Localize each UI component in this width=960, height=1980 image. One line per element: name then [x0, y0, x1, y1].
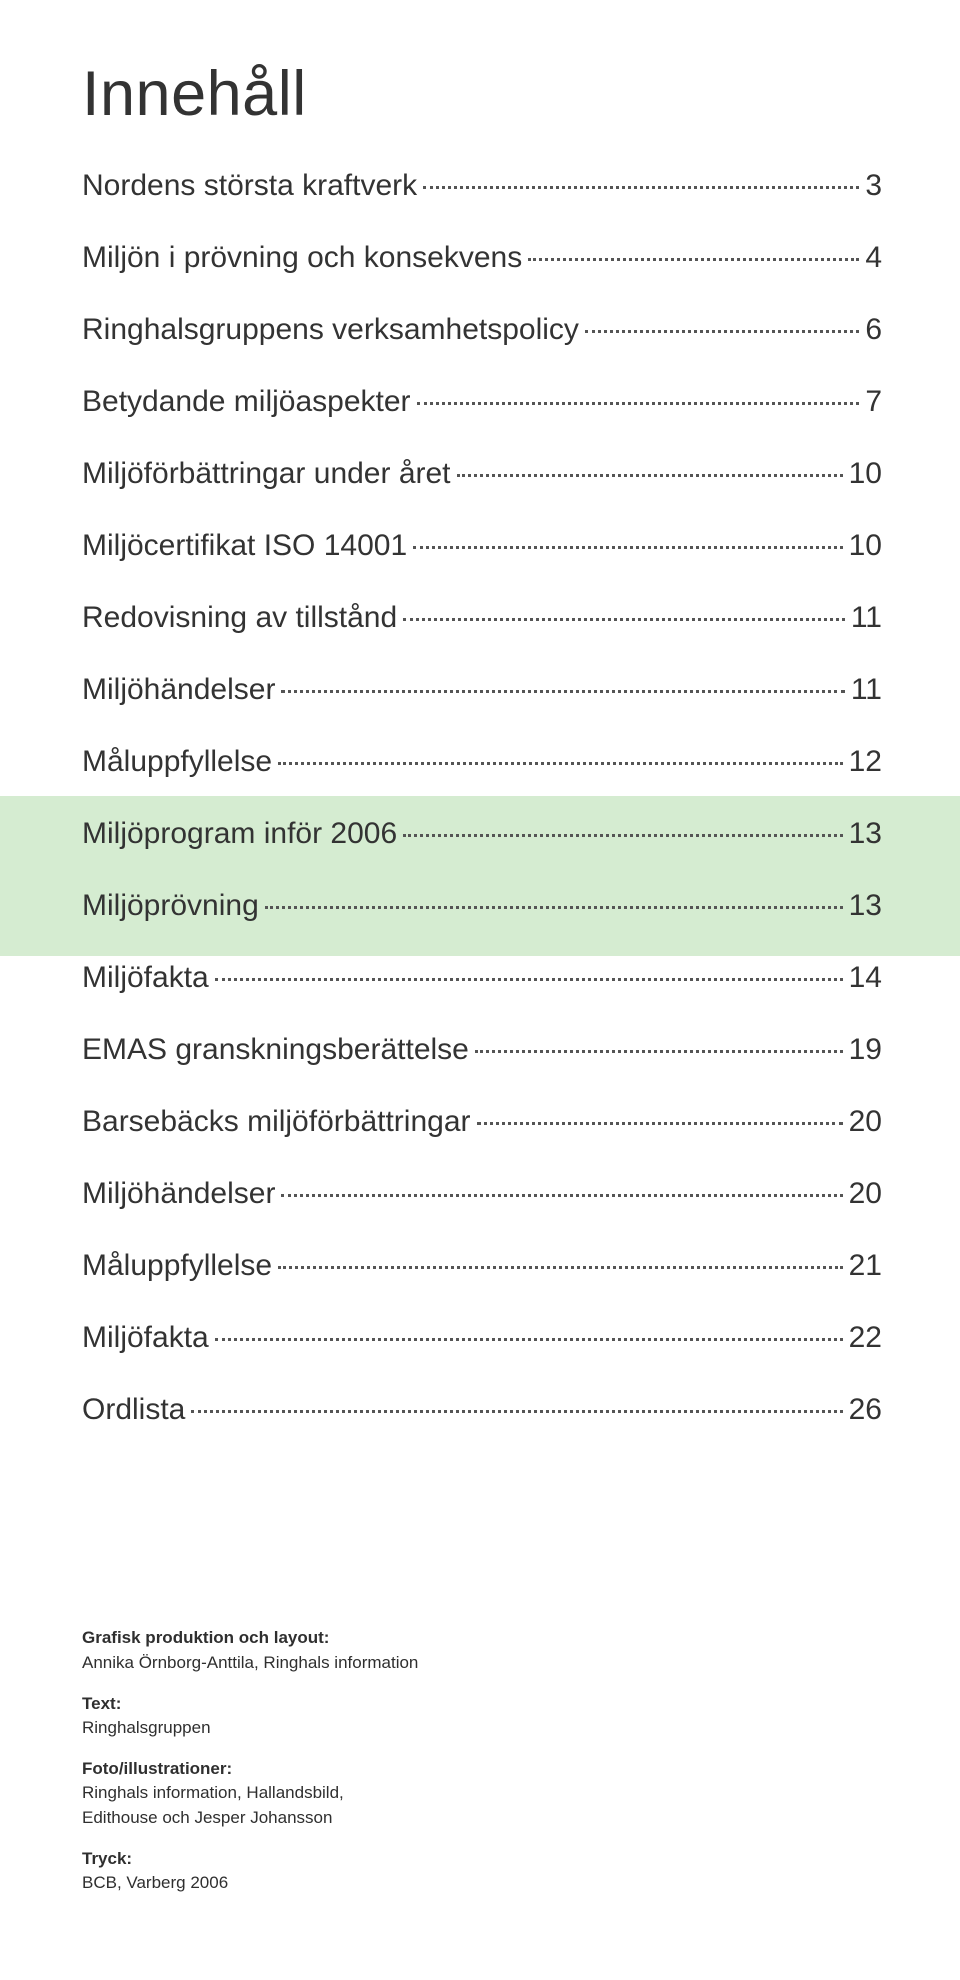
toc-leader-dots [457, 474, 843, 477]
toc-row: Miljöhändelser 11 [82, 672, 882, 708]
toc-leader-dots [528, 258, 859, 261]
toc-page-number: 3 [865, 168, 882, 204]
toc-row: Ordlista 26 [82, 1392, 882, 1428]
toc-row: Betydande miljöaspekter 7 [82, 384, 882, 420]
toc-page-number: 11 [851, 600, 882, 636]
toc-leader-dots [265, 906, 843, 909]
toc-row: Ringhalsgruppens verksamhetspolicy 6 [82, 312, 882, 348]
toc-page-number: 20 [849, 1176, 882, 1212]
toc-label: Miljöfakta [82, 1320, 209, 1356]
toc-page-number: 7 [865, 384, 882, 420]
toc-leader-dots [417, 402, 860, 405]
toc-leader-dots [585, 330, 859, 333]
toc-leader-dots [278, 1266, 843, 1269]
toc-page-number: 13 [849, 816, 882, 852]
toc-row: Miljöfakta 14 [82, 960, 882, 996]
credit-body: BCB, Varberg 2006 [82, 1871, 418, 1896]
toc-leader-dots [278, 762, 843, 765]
toc-leader-dots [403, 618, 845, 621]
toc-row: Måluppfyllelse 12 [82, 744, 882, 780]
toc-page-number: 10 [849, 456, 882, 492]
credit-heading: Grafisk produktion och layout: [82, 1626, 418, 1651]
credit-block: Text:Ringhalsgruppen [82, 1692, 418, 1741]
toc-label: Miljön i prövning och konsekvens [82, 240, 522, 276]
toc-page-number: 21 [849, 1248, 882, 1284]
credit-heading: Foto/illustrationer: [82, 1757, 418, 1782]
credit-heading: Tryck: [82, 1847, 418, 1872]
toc-label: Miljöprogram inför 2006 [82, 816, 397, 852]
toc-page-number: 19 [849, 1032, 882, 1068]
toc-label: Betydande miljöaspekter [82, 384, 411, 420]
credit-body: Annika Örnborg-Anttila, Ringhals informa… [82, 1651, 418, 1676]
table-of-contents: Nordens största kraftverk 3 Miljön i prövn… [82, 168, 882, 1428]
toc-row: Miljön i prövning och konsekvens 4 [82, 240, 882, 276]
toc-row: Miljöcertifikat ISO 14001 10 [82, 528, 882, 564]
toc-page-number: 22 [849, 1320, 882, 1356]
toc-page-number: 11 [851, 672, 882, 708]
toc-label: Miljöhändelser [82, 672, 275, 708]
credit-body: Ringhals information, Hallandsbild, Edit… [82, 1781, 418, 1830]
toc-leader-dots [215, 1338, 843, 1341]
toc-row: Barsebäcks miljöförbättringar 20 [82, 1104, 882, 1140]
toc-page-number: 14 [849, 960, 882, 996]
toc-label: EMAS granskningsberättelse [82, 1032, 469, 1068]
toc-row: Måluppfyllelse 21 [82, 1248, 882, 1284]
toc-leader-dots [475, 1050, 843, 1053]
toc-row: Miljöhändelser 20 [82, 1176, 882, 1212]
toc-label: Måluppfyllelse [82, 744, 272, 780]
toc-page-number: 4 [865, 240, 882, 276]
credits-block: Grafisk produktion och layout:Annika Örn… [82, 1626, 418, 1912]
toc-leader-dots [191, 1410, 842, 1413]
toc-leader-dots [413, 546, 842, 549]
toc-label: Miljöhändelser [82, 1176, 275, 1212]
toc-row: Miljöfakta 22 [82, 1320, 882, 1356]
toc-leader-dots [281, 690, 844, 693]
toc-leader-dots [477, 1122, 843, 1125]
toc-row: Miljöprogram inför 2006 13 [82, 816, 882, 852]
toc-label: Miljöcertifikat ISO 14001 [82, 528, 407, 564]
toc-row: Miljöförbättringar under året 10 [82, 456, 882, 492]
toc-leader-dots [215, 978, 843, 981]
toc-page-number: 20 [849, 1104, 882, 1140]
toc-label: Ordlista [82, 1392, 185, 1428]
toc-label: Miljöprövning [82, 888, 259, 924]
credit-heading: Text: [82, 1692, 418, 1717]
toc-row: Miljöprövning 13 [82, 888, 882, 924]
toc-label: Miljöfakta [82, 960, 209, 996]
toc-leader-dots [423, 186, 859, 189]
toc-row: EMAS granskningsberättelse 19 [82, 1032, 882, 1068]
toc-label: Nordens största kraftverk [82, 168, 417, 204]
toc-page-number: 10 [849, 528, 882, 564]
toc-page-number: 26 [849, 1392, 882, 1428]
credit-block: Tryck:BCB, Varberg 2006 [82, 1847, 418, 1896]
toc-page-number: 13 [849, 888, 882, 924]
credit-block: Grafisk produktion och layout:Annika Örn… [82, 1626, 418, 1675]
toc-label: Miljöförbättringar under året [82, 456, 451, 492]
toc-row: Nordens största kraftverk 3 [82, 168, 882, 204]
credit-body: Ringhalsgruppen [82, 1716, 418, 1741]
toc-label: Måluppfyllelse [82, 1248, 272, 1284]
toc-label: Redovisning av tillstånd [82, 600, 397, 636]
credit-block: Foto/illustrationer:Ringhals information… [82, 1757, 418, 1831]
toc-leader-dots [403, 834, 842, 837]
toc-row: Redovisning av tillstånd 11 [82, 600, 882, 636]
toc-label: Barsebäcks miljöförbättringar [82, 1104, 471, 1140]
toc-page-number: 6 [865, 312, 882, 348]
toc-leader-dots [281, 1194, 842, 1197]
page-title: Innehåll [82, 58, 882, 130]
toc-label: Ringhalsgruppens verksamhetspolicy [82, 312, 579, 348]
toc-page-number: 12 [849, 744, 882, 780]
